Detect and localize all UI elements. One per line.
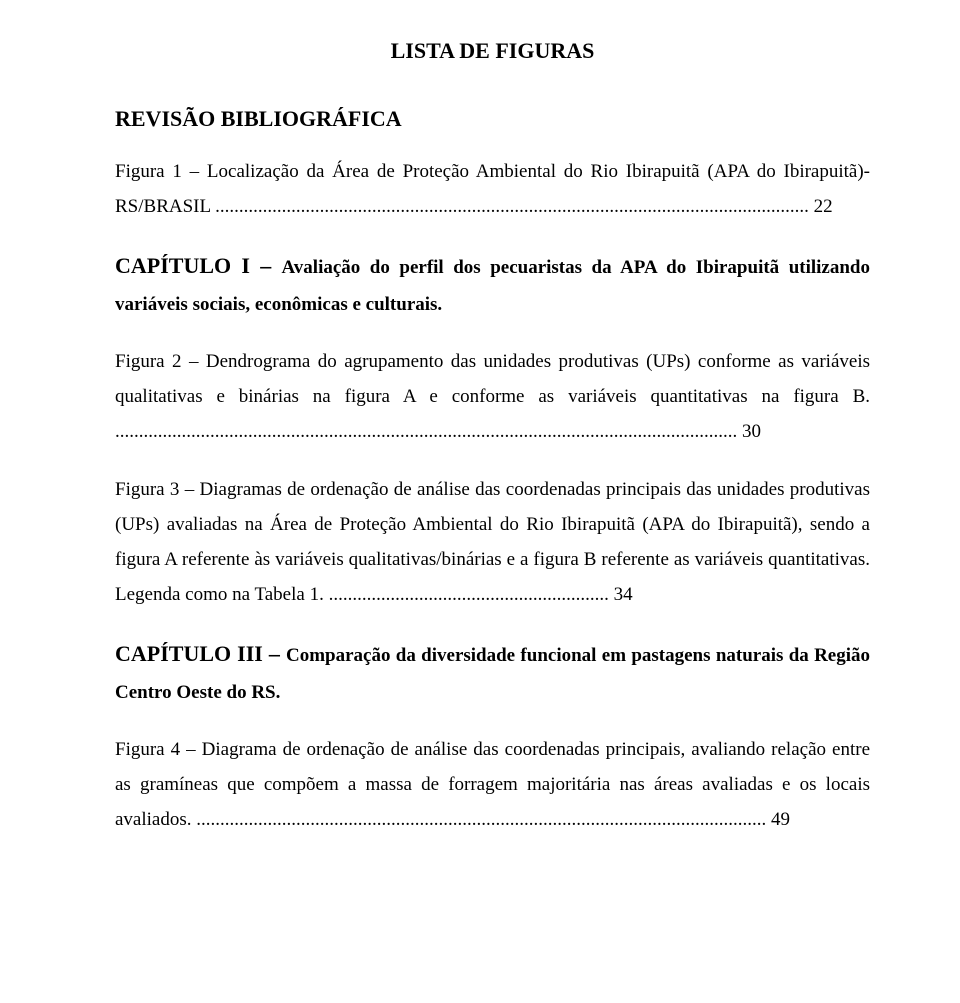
page: LISTA DE FIGURAS REVISÃO BIBLIOGRÁFICA F… — [0, 0, 960, 1003]
section-subtitle: REVISÃO BIBLIOGRÁFICA — [115, 106, 870, 132]
figure-entry-1: Figura 1 – Localização da Área de Proteç… — [115, 154, 870, 224]
figure-entry-4: Figura 4 – Diagrama de ordenação de anál… — [115, 732, 870, 837]
figure-entry-2: Figura 2 – Dendrograma do agrupamento da… — [115, 344, 870, 449]
chapter-lead-1: CAPÍTULO I – — [115, 253, 281, 278]
chapter-heading-1: CAPÍTULO I – Avaliação do perfil dos pec… — [115, 246, 870, 322]
chapter-heading-3: CAPÍTULO III – Comparação da diversidade… — [115, 634, 870, 710]
page-title: LISTA DE FIGURAS — [115, 38, 870, 64]
chapter-lead-3: CAPÍTULO III – — [115, 641, 286, 666]
figure-entry-3: Figura 3 – Diagramas de ordenação de aná… — [115, 472, 870, 613]
